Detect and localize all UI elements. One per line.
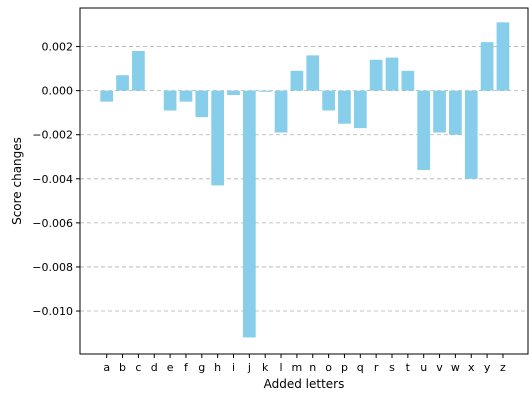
bar-k (258, 90, 272, 92)
x-tick-label: e (167, 361, 174, 374)
x-tick-label: q (357, 361, 364, 374)
bar-f (179, 90, 193, 102)
x-tick-label: v (436, 361, 443, 374)
x-tick-label: y (484, 361, 491, 374)
x-tick-label: l (280, 361, 283, 374)
x-tick-label: p (341, 361, 348, 374)
bar-p (338, 90, 351, 124)
x-tick-label: t (406, 361, 411, 374)
bar-x (464, 90, 478, 179)
x-tick-label: k (262, 361, 269, 374)
bar-w (449, 90, 462, 135)
x-tick-label: f (184, 361, 189, 374)
x-tick-label: h (214, 361, 221, 374)
bar-t (401, 70, 415, 91)
x-tick-label: o (325, 361, 332, 374)
bar-z (496, 22, 510, 91)
bar-v (433, 90, 446, 133)
y-tick-label: −0.002 (32, 129, 73, 142)
y-tick-label: −0.010 (32, 305, 73, 318)
bar-h (211, 90, 224, 186)
bar-j (243, 90, 256, 338)
y-tick-label: 0.002 (42, 41, 74, 54)
bar-o (322, 90, 335, 111)
x-tick-label: b (119, 361, 126, 374)
bar-e (163, 90, 177, 111)
x-tick-label: n (309, 361, 316, 374)
bar-a (100, 90, 114, 102)
y-axis-ticks: 0.002 0.000 −0.002 −0.004 −0.006 −0.008 −0.010 (32, 41, 80, 318)
bar-q (353, 90, 367, 129)
x-tick-label: d (151, 361, 158, 374)
y-gridlines (80, 46, 528, 312)
x-tick-label: r (374, 361, 379, 374)
bar-c (132, 50, 145, 91)
bar-g (195, 90, 209, 118)
bar-l (274, 90, 288, 133)
x-tick-label: x (468, 361, 475, 374)
bar-m (290, 70, 304, 91)
bar-n (306, 55, 320, 91)
plot-frame (79, 7, 529, 355)
y-tick-label: −0.006 (32, 217, 73, 230)
x-tick-label: w (451, 361, 460, 374)
bar-i (227, 90, 240, 96)
x-tick-label: a (103, 361, 110, 374)
x-tick-label: i (232, 361, 235, 374)
x-tick-label: m (292, 361, 303, 374)
x-tick-label: j (247, 361, 251, 374)
y-axis-label: Score changes (10, 137, 24, 225)
bar-b (116, 75, 129, 91)
x-tick-label: c (135, 361, 141, 374)
y-tick-label: −0.004 (32, 173, 73, 186)
x-tick-label: u (420, 361, 427, 374)
x-axis-label: Added letters (264, 377, 345, 391)
bars (100, 22, 510, 338)
bar-y (480, 42, 494, 91)
bar-r (369, 59, 383, 91)
bar-u (417, 90, 431, 170)
y-tick-label: −0.008 (32, 261, 73, 274)
y-tick-label: 0.000 (42, 85, 74, 98)
x-tick-label: g (198, 361, 205, 374)
x-tick-label: s (389, 361, 395, 374)
x-tick-label: z (500, 361, 506, 374)
bar-s (385, 57, 399, 91)
